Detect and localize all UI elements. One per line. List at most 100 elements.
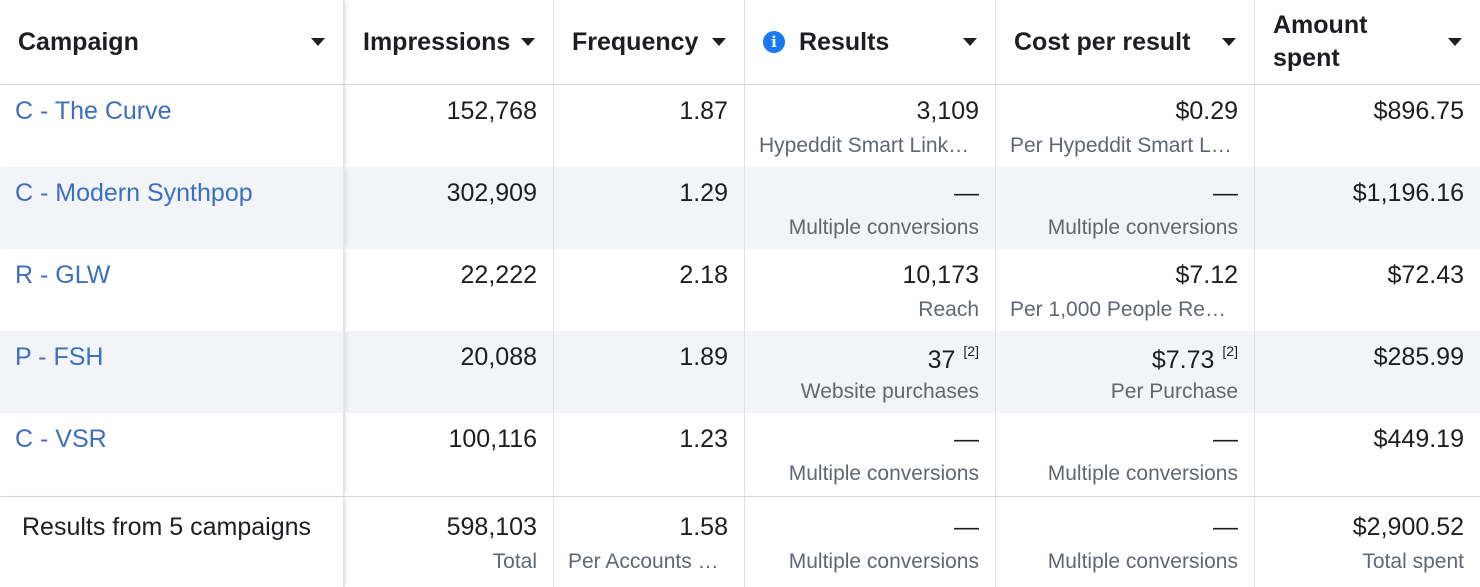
campaign-link[interactable]: C - The Curve [15,97,172,125]
header-frequency[interactable]: Frequency [554,0,745,84]
impressions-value: 20,088 [460,343,537,371]
spent-cell: $285.99 [1255,331,1480,413]
totals-spent: $2,900.52 [1352,513,1464,541]
frequency-value: 1.89 [679,343,728,371]
table-row[interactable]: C - VSR 100,116 1.23 — Multiple conversi… [0,413,1480,495]
spent-value: $72.43 [1387,261,1464,289]
totals-cost-sub: Multiple conversions [1047,550,1238,573]
impressions-cell: 100,116 [345,413,554,495]
cost-type: Multiple conversions [1047,462,1238,485]
totals-spent-cell: $2,900.52 Total spent [1255,497,1480,587]
header-results[interactable]: i Results [745,0,996,84]
frequency-cell: 1.23 [554,413,745,495]
totals-label-cell: Results from 5 campaigns [0,497,345,587]
campaign-link[interactable]: R - GLW [15,261,111,289]
header-campaign-label: Campaign [18,27,139,56]
frequency-cell: 1.29 [554,167,745,249]
campaign-link[interactable]: C - Modern Synthpop [15,179,253,207]
cost-type: Per Hypeddit Smart Link Click [1010,134,1232,157]
results-type: Hypeddit Smart Link Clicks [759,134,971,157]
results-value: — [954,425,979,453]
cost-cell: $7.12 Per 1,000 People Reached [996,249,1255,331]
spent-cell: $896.75 [1255,85,1480,167]
campaign-cell: C - VSR [0,413,345,495]
totals-impressions-cell: 598,103 Total [345,497,554,587]
totals-impressions-sub: Total [492,550,537,573]
table-row[interactable]: R - GLW 22,222 2.18 10,173 Reach $7.12 P… [0,249,1480,331]
results-value: 3,109 [916,97,979,125]
totals-frequency-sub: Per Accounts Center account [568,550,728,573]
info-icon[interactable]: i [763,31,785,53]
results-cell: 37 [2] Website purchases [745,331,996,413]
results-value-wrap: 37 [2] [928,343,979,375]
totals-results-sub: Multiple conversions [788,550,979,573]
table-row[interactable]: C - The Curve 152,768 1.87 3,109 Hypeddi… [0,85,1480,167]
campaign-cell: C - Modern Synthpop [0,167,345,249]
cost-type: Per 1,000 People Reached [1010,298,1232,321]
results-cell: — Multiple conversions [745,167,996,249]
results-type: Multiple conversions [788,462,979,485]
caret-down-icon[interactable] [311,38,325,46]
impressions-cell: 152,768 [345,85,554,167]
cost-type: Per Purchase [1110,380,1238,403]
table-row[interactable]: C - Modern Synthpop 302,909 1.29 — Multi… [0,167,1480,249]
caret-down-icon[interactable] [521,38,535,46]
frequency-value: 1.29 [679,179,728,207]
results-cell: 3,109 Hypeddit Smart Link Clicks [745,85,996,167]
impressions-value: 100,116 [448,425,537,453]
spent-value: $285.99 [1373,343,1464,371]
results-type: Website purchases [800,380,979,403]
campaign-cell: C - The Curve [0,85,345,167]
header-impressions[interactable]: Impressions [345,0,554,84]
cost-value: — [1213,179,1238,207]
header-amount-spent-label: Amount spent [1273,11,1368,72]
caret-down-icon[interactable] [1222,38,1236,46]
frequency-cell: 2.18 [554,249,745,331]
spent-cell: $1,196.16 [1255,167,1480,249]
header-results-label: Results [799,27,890,56]
cost-cell: $7.73 [2] Per Purchase [996,331,1255,413]
spent-value: $1,196.16 [1352,179,1464,207]
header-amount-spent[interactable]: Amount spent [1255,0,1480,84]
frequency-value: 1.23 [679,425,728,453]
cost-value: — [1213,425,1238,453]
caret-down-icon[interactable] [1448,38,1462,46]
totals-impressions: 598,103 [446,513,537,541]
spent-value: $449.19 [1373,425,1464,453]
campaign-cell: R - GLW [0,249,345,331]
results-type: Multiple conversions [788,216,979,239]
cost-value: $0.29 [1175,97,1238,125]
results-footnote[interactable]: [2] [963,343,979,359]
totals-cost-cell: — Multiple conversions [996,497,1255,587]
results-type: Reach [918,298,979,321]
header-frequency-label: Frequency [572,27,699,56]
totals-cost: — [1213,513,1238,541]
cost-cell: — Multiple conversions [996,413,1255,495]
results-value: 37 [927,346,956,374]
caret-down-icon[interactable] [712,38,726,46]
header-impressions-label: Impressions [363,27,511,56]
table-row[interactable]: P - FSH 20,088 1.89 37 [2] Website purcha… [0,331,1480,413]
cost-type: Multiple conversions [1047,216,1238,239]
header-cost-per-result[interactable]: Cost per result [996,0,1255,84]
header-campaign[interactable]: Campaign [0,0,345,84]
impressions-value: 152,768 [446,97,537,125]
header-cost-label: Cost per result [1014,27,1191,56]
frequency-cell: 1.87 [554,85,745,167]
caret-down-icon[interactable] [963,38,977,46]
totals-frequency-cell: 1.58 Per Accounts Center account [554,497,745,587]
campaign-cell: P - FSH [0,331,345,413]
cost-footnote[interactable]: [2] [1222,343,1238,359]
cost-cell: $0.29 Per Hypeddit Smart Link Click [996,85,1255,167]
impressions-value: 302,909 [446,179,537,207]
frequency-cell: 1.89 [554,331,745,413]
cost-cell: — Multiple conversions [996,167,1255,249]
cost-value: $7.12 [1175,261,1238,289]
campaign-link[interactable]: P - FSH [15,343,104,371]
results-value: 10,173 [902,261,979,289]
results-cell: 10,173 Reach [745,249,996,331]
table-header: Campaign Impressions Frequency i Results… [0,0,1480,85]
campaign-link[interactable]: C - VSR [15,425,107,453]
cost-value-wrap: $7.73 [2] [1152,343,1238,375]
